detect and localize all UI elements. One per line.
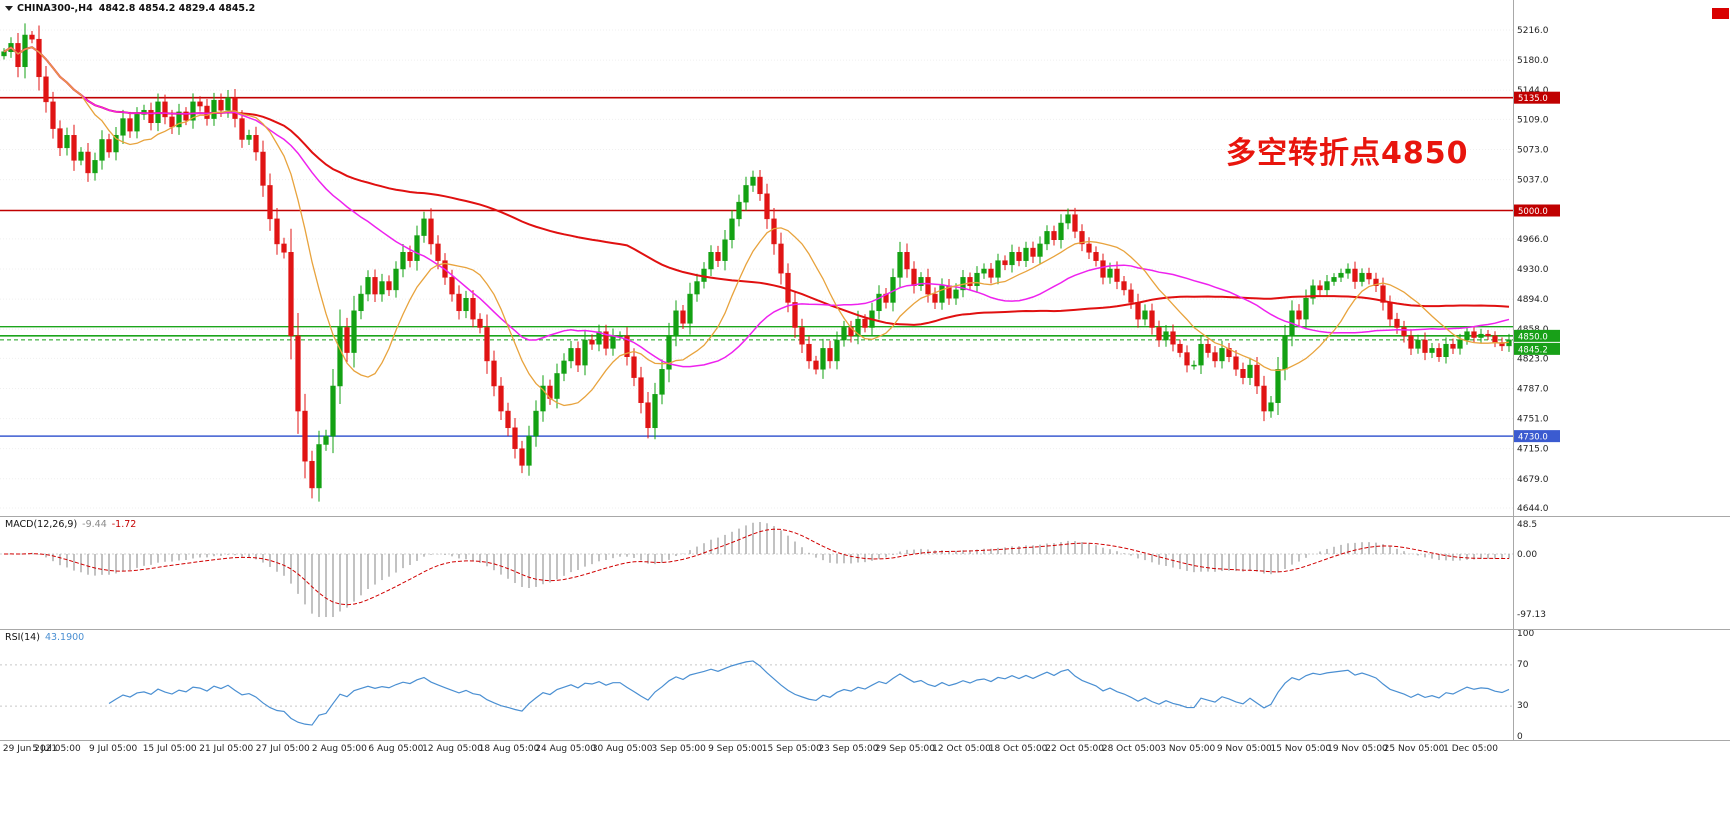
rsi-line bbox=[108, 660, 1510, 726]
svg-text:3 Nov 05:00: 3 Nov 05:00 bbox=[1160, 744, 1215, 754]
svg-text:15 Sep 05:00: 15 Sep 05:00 bbox=[762, 744, 822, 754]
svg-text:48.5: 48.5 bbox=[1517, 520, 1537, 530]
svg-text:5000.0: 5000.0 bbox=[1518, 207, 1548, 217]
svg-text:5073.0: 5073.0 bbox=[1517, 146, 1549, 156]
svg-text:5 Jul 05:00: 5 Jul 05:00 bbox=[32, 744, 81, 754]
price-badge bbox=[1514, 91, 1560, 104]
svg-text:4715.0: 4715.0 bbox=[1517, 445, 1549, 455]
svg-text:4787.0: 4787.0 bbox=[1517, 385, 1549, 395]
svg-text:24 Aug 05:00: 24 Aug 05:00 bbox=[535, 744, 596, 754]
svg-text:5135.0: 5135.0 bbox=[1518, 94, 1548, 104]
svg-text:22 Oct 05:00: 22 Oct 05:00 bbox=[1045, 744, 1104, 754]
macd-panel: 48.5 0.00 -97.13 bbox=[0, 520, 1546, 620]
symbol-bar[interactable]: CHINA300-,H4 4842.8 4854.2 4829.4 4845.2 bbox=[5, 3, 255, 14]
svg-text:5216.0: 5216.0 bbox=[1517, 26, 1549, 36]
symbol-dropdown-icon[interactable] bbox=[5, 6, 13, 11]
price-badge bbox=[1514, 204, 1560, 217]
svg-text:25 Nov 05:00: 25 Nov 05:00 bbox=[1384, 744, 1445, 754]
svg-text:12 Oct 05:00: 12 Oct 05:00 bbox=[932, 744, 991, 754]
macd-name: MACD(12,26,9) bbox=[5, 519, 78, 530]
rsi-indicator-label: RSI(14) 43.1900 bbox=[5, 632, 84, 643]
panel-separators bbox=[0, 0, 1730, 741]
grid-layer bbox=[0, 29, 1513, 509]
price-badge bbox=[1514, 329, 1560, 342]
rsi-panel: 100 70 30 0 bbox=[0, 629, 1534, 742]
macd-signal-value: -1.72 bbox=[111, 519, 137, 530]
svg-text:3 Sep 05:00: 3 Sep 05:00 bbox=[652, 744, 707, 754]
svg-text:12 Aug 05:00: 12 Aug 05:00 bbox=[422, 744, 483, 754]
svg-text:4845.2: 4845.2 bbox=[1518, 345, 1548, 355]
medium-ma bbox=[3, 46, 1510, 368]
svg-text:30 Aug 05:00: 30 Aug 05:00 bbox=[592, 744, 653, 754]
chart-text-annotation[interactable]: 多空转折点4850 bbox=[1226, 136, 1469, 171]
svg-text:4751.0: 4751.0 bbox=[1517, 415, 1549, 425]
svg-text:5180.0: 5180.0 bbox=[1517, 56, 1549, 66]
symbol-label: CHINA300-,H4 bbox=[17, 3, 93, 14]
macd-indicator-label: MACD(12,26,9) -9.44 -1.72 bbox=[5, 519, 136, 530]
svg-text:21 Jul 05:00: 21 Jul 05:00 bbox=[199, 744, 253, 754]
price-badge bbox=[1514, 342, 1560, 355]
macd-signal-line bbox=[3, 528, 1510, 606]
svg-text:4823.0: 4823.0 bbox=[1517, 354, 1549, 364]
price-axis[interactable]: 5216.0 5180.0 5144.0 5109.0 5073.0 5037.0 4966… bbox=[1514, 26, 1560, 514]
moving-averages-layer bbox=[3, 46, 1510, 407]
rsi-value: 43.1900 bbox=[44, 632, 85, 643]
svg-text:6 Aug 05:00: 6 Aug 05:00 bbox=[368, 744, 423, 754]
level-lines-layer[interactable] bbox=[0, 96, 1513, 437]
svg-text:4730.0: 4730.0 bbox=[1518, 433, 1548, 443]
svg-text:27 Jul 05:00: 27 Jul 05:00 bbox=[256, 744, 310, 754]
svg-text:2 Aug 05:00: 2 Aug 05:00 bbox=[312, 744, 367, 754]
macd-main-value: -9.44 bbox=[82, 519, 107, 530]
corner-marker bbox=[1712, 8, 1729, 19]
svg-text:4966.0: 4966.0 bbox=[1517, 235, 1549, 245]
svg-text:5144.0: 5144.0 bbox=[1517, 86, 1549, 96]
svg-text:100: 100 bbox=[1517, 629, 1534, 639]
price-badge bbox=[1514, 430, 1560, 443]
rsi-name: RSI(14) bbox=[5, 632, 40, 643]
svg-text:23 Sep 05:00: 23 Sep 05:00 bbox=[818, 744, 878, 754]
svg-text:9 Sep 05:00: 9 Sep 05:00 bbox=[708, 744, 763, 754]
ohlc-values: 4842.8 4854.2 4829.4 4845.2 bbox=[98, 3, 256, 14]
svg-text:9 Nov 05:00: 9 Nov 05:00 bbox=[1217, 744, 1272, 754]
svg-text:4930.0: 4930.0 bbox=[1517, 265, 1549, 275]
svg-text:1 Dec 05:00: 1 Dec 05:00 bbox=[1443, 744, 1498, 754]
svg-text:15 Jul 05:00: 15 Jul 05:00 bbox=[143, 744, 197, 754]
svg-text:15 Nov 05:00: 15 Nov 05:00 bbox=[1271, 744, 1332, 754]
fast-ma bbox=[3, 46, 1510, 407]
svg-text:29 Jun 2021: 29 Jun 2021 bbox=[3, 744, 57, 754]
svg-text:70: 70 bbox=[1517, 660, 1529, 670]
slow-ma bbox=[3, 46, 1510, 326]
svg-text:4894.0: 4894.0 bbox=[1517, 295, 1549, 305]
svg-text:30: 30 bbox=[1517, 701, 1529, 711]
svg-text:4850.0: 4850.0 bbox=[1518, 332, 1548, 342]
svg-text:18 Oct 05:00: 18 Oct 05:00 bbox=[989, 744, 1048, 754]
svg-text:4679.0: 4679.0 bbox=[1517, 475, 1549, 485]
svg-text:4644.0: 4644.0 bbox=[1517, 504, 1549, 514]
svg-text:5037.0: 5037.0 bbox=[1517, 176, 1549, 186]
svg-text:18 Aug 05:00: 18 Aug 05:00 bbox=[479, 744, 540, 754]
svg-text:-97.13: -97.13 bbox=[1517, 610, 1546, 620]
svg-text:19 Nov 05:00: 19 Nov 05:00 bbox=[1327, 744, 1388, 754]
svg-text:0: 0 bbox=[1517, 732, 1523, 742]
svg-text:29 Sep 05:00: 29 Sep 05:00 bbox=[875, 744, 935, 754]
candles-layer[interactable] bbox=[1, 23, 1512, 502]
svg-text:28 Oct 05:00: 28 Oct 05:00 bbox=[1102, 744, 1161, 754]
svg-text:5109.0: 5109.0 bbox=[1517, 115, 1549, 125]
svg-text:9 Jul 05:00: 9 Jul 05:00 bbox=[89, 744, 138, 754]
svg-text:0.00: 0.00 bbox=[1517, 550, 1537, 560]
